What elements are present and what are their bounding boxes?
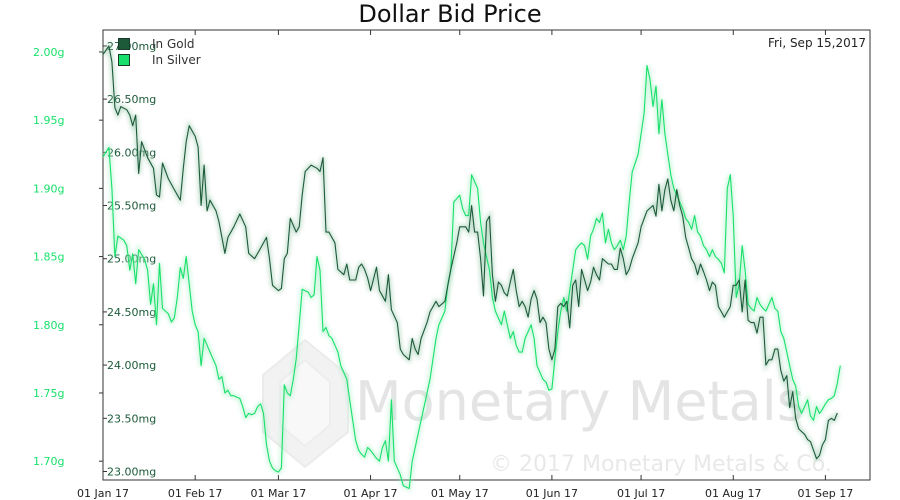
x-axis-tick-label: 01 Aug 17: [705, 487, 761, 500]
right-axis-tick-label: 24.50mg: [107, 306, 156, 319]
watermark-copyright: © 2017 Monetary Metals & Co.: [490, 452, 832, 477]
legend-label-silver: In Silver: [152, 53, 201, 67]
left-axis-tick-label: 2.00g: [33, 46, 64, 59]
legend-swatch-silver: [118, 54, 130, 66]
date-label: Fri, Sep 15,2017: [768, 36, 866, 50]
right-axis-tick-label: 23.50mg: [107, 412, 156, 425]
chart-title: Dollar Bid Price: [358, 0, 542, 28]
series-layer: [101, 40, 843, 492]
x-axis-tick-label: 01 Feb 17: [168, 487, 222, 500]
x-axis: 01 Jan 17 01 Feb 17 01 Mar 17 01 Apr 17 01 M…: [77, 30, 853, 500]
left-axis-tick-label: 1.90g: [33, 182, 64, 195]
left-axis-silver: 2.00g 1.95g 1.90g 1.85g 1.80g 1.75g 1.70g: [33, 46, 103, 468]
left-axis-tick-label: 1.75g: [33, 387, 64, 400]
x-axis-tick-label: 01 Jul 17: [617, 487, 665, 500]
gold-series-line: [102, 45, 838, 460]
watermark: Monetary Metals © 2017 Monetary Metals &…: [262, 338, 832, 477]
x-axis-tick-label: 01 Jun 17: [526, 487, 578, 500]
left-axis-tick-label: 1.70g: [33, 455, 64, 468]
right-axis-tick-label: 25.50mg: [107, 200, 156, 213]
left-axis-tick-label: 1.95g: [33, 114, 64, 127]
plot-frame: [102, 29, 871, 481]
legend: In Gold In Silver: [118, 36, 201, 68]
x-axis-tick-label: 01 Sep 17: [798, 487, 854, 500]
left-axis-tick-label: 1.85g: [33, 251, 64, 264]
legend-item-gold[interactable]: In Gold: [118, 36, 201, 52]
right-axis-tick-label: 24.00mg: [107, 359, 156, 372]
legend-item-silver[interactable]: In Silver: [118, 52, 201, 68]
silver-series-line: [102, 65, 841, 490]
right-axis-tick-label: 26.50mg: [107, 93, 156, 106]
left-axis-tick-label: 1.80g: [33, 319, 64, 332]
x-axis-tick-label: 01 Apr 17: [344, 487, 398, 500]
x-axis-tick-label: 01 Jan 17: [77, 487, 129, 500]
legend-label-gold: In Gold: [152, 37, 195, 51]
right-axis-tick-label: 23.00mg: [107, 465, 156, 478]
x-axis-tick-label: 01 May 17: [431, 487, 489, 500]
legend-swatch-gold: [118, 38, 130, 50]
watermark-text: Monetary Metals: [355, 370, 805, 433]
watermark-logo-icon: [262, 338, 349, 469]
x-axis-tick-label: 01 Mar 17: [251, 487, 307, 500]
